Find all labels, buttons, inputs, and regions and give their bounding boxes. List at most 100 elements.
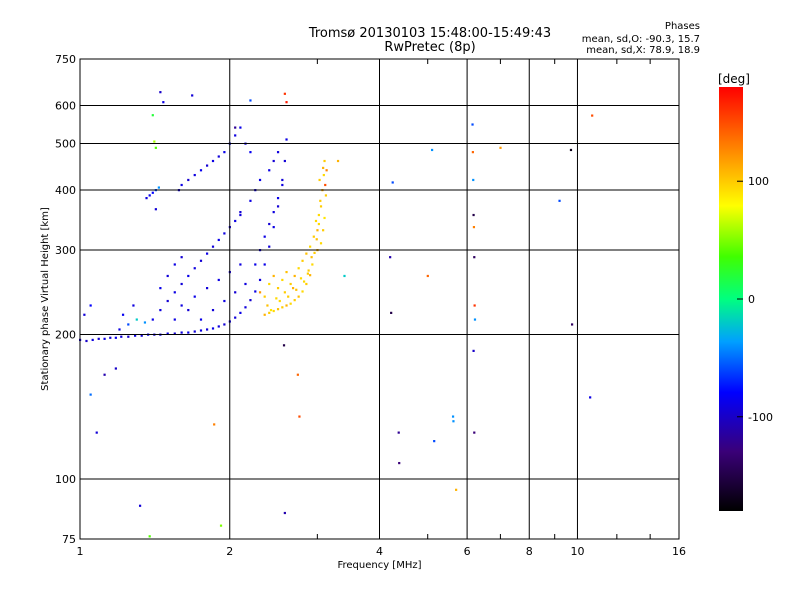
data-point — [455, 488, 458, 491]
data-point — [299, 277, 303, 280]
data-point — [180, 256, 183, 259]
data-point — [199, 318, 203, 321]
data-point — [322, 229, 325, 232]
data-point — [162, 101, 165, 104]
data-point — [173, 318, 176, 321]
y-tick-label: 300 — [55, 244, 76, 257]
data-point — [311, 263, 314, 266]
data-point — [173, 332, 176, 335]
data-point — [389, 256, 392, 259]
data-point — [278, 299, 281, 303]
data-point — [134, 334, 137, 337]
x-tick-label: 1 — [77, 545, 84, 558]
data-point — [296, 373, 299, 376]
data-point — [276, 308, 280, 311]
data-point — [452, 420, 455, 423]
data-point — [89, 304, 92, 307]
data-point — [173, 263, 176, 266]
data-point — [145, 197, 148, 200]
data-point — [272, 274, 275, 278]
data-point — [166, 274, 169, 278]
data-point — [472, 178, 475, 182]
data-point — [211, 327, 215, 330]
data-point — [322, 173, 325, 177]
data-point — [451, 415, 455, 418]
phases-o-stats: mean, sd,O: -90.3, 15.7 — [581, 34, 700, 45]
data-point — [83, 313, 86, 316]
data-point — [268, 169, 271, 172]
data-point — [187, 308, 190, 312]
data-point — [151, 318, 154, 321]
data-point — [114, 336, 117, 339]
data-point — [180, 282, 183, 286]
chart-title-line2: RwPretec (8p) — [384, 40, 476, 55]
data-point — [258, 178, 262, 182]
y-axis-label: Stationary phase Virtual Height [km] — [40, 207, 51, 391]
data-point — [217, 155, 220, 158]
data-point — [397, 431, 400, 434]
data-point — [132, 304, 135, 307]
data-point — [282, 344, 286, 347]
data-point — [283, 159, 286, 163]
data-point — [157, 186, 160, 189]
data-point — [307, 269, 310, 272]
data-point — [471, 151, 474, 154]
data-point — [173, 291, 176, 294]
data-point — [275, 297, 278, 300]
data-point — [569, 148, 573, 152]
data-point — [148, 194, 151, 197]
data-point — [193, 173, 196, 177]
x-tick-label: 8 — [526, 545, 533, 558]
data-point — [426, 274, 429, 278]
data-point — [234, 316, 237, 319]
data-point — [138, 504, 142, 507]
phases-x-stats: mean, sd,X: 78.9, 18.9 — [586, 45, 700, 56]
data-point — [269, 308, 273, 312]
data-point — [120, 335, 123, 338]
data-point — [302, 280, 306, 283]
data-point — [239, 263, 242, 266]
data-point — [219, 524, 223, 527]
data-point — [213, 423, 216, 426]
data-point — [472, 349, 475, 352]
data-point — [281, 306, 284, 309]
data-point — [97, 337, 100, 340]
data-point — [293, 299, 296, 302]
data-point — [109, 336, 112, 339]
data-point — [323, 216, 326, 220]
phases-header: Phases — [664, 21, 700, 32]
data-point — [297, 295, 300, 298]
data-point — [301, 259, 304, 262]
data-point — [166, 299, 169, 303]
data-point — [263, 263, 266, 266]
data-point — [314, 219, 318, 223]
data-point — [319, 199, 322, 202]
data-point — [336, 159, 340, 163]
data-point — [343, 274, 346, 278]
data-point — [317, 222, 320, 226]
data-point — [127, 335, 130, 338]
data-point — [433, 440, 436, 443]
data-point — [430, 148, 434, 152]
data-point — [217, 238, 220, 242]
data-point — [293, 274, 296, 278]
data-point — [193, 267, 196, 270]
data-point — [298, 415, 301, 418]
data-point — [121, 313, 125, 316]
data-point — [316, 229, 319, 232]
data-point — [223, 151, 226, 154]
data-point — [268, 245, 271, 248]
data-point — [244, 306, 247, 309]
data-point — [211, 159, 215, 163]
data-point — [217, 278, 220, 282]
data-point — [499, 146, 502, 149]
data-point — [263, 235, 266, 238]
data-point — [276, 205, 280, 208]
data-point — [324, 194, 328, 197]
data-point — [268, 222, 271, 226]
data-point — [258, 291, 262, 294]
data-point — [319, 242, 323, 245]
data-point — [234, 291, 237, 294]
chart-title-line1: Tromsø 20130103 15:48:00-15:49:43 — [308, 26, 552, 41]
data-point — [473, 304, 476, 307]
